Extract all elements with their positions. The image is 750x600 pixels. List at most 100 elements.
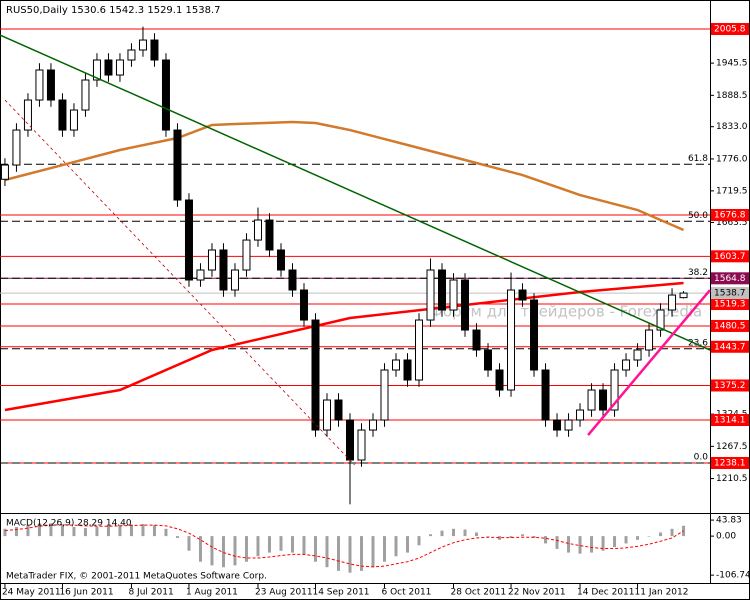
macd-bar xyxy=(60,525,64,537)
candle-body xyxy=(645,329,654,351)
macd-bar xyxy=(198,536,202,562)
candle-body xyxy=(679,292,688,299)
candle-body xyxy=(461,279,470,331)
x-tick-label: 23 Aug 2011 xyxy=(255,588,313,598)
level-box xyxy=(711,272,749,285)
macd-bar xyxy=(521,534,525,537)
candle-body xyxy=(127,49,136,61)
x-tick-label: 22 Nov 2011 xyxy=(508,588,566,598)
candle-body xyxy=(334,399,343,421)
candle-body xyxy=(668,294,677,311)
candle-body xyxy=(92,59,101,81)
candle-body xyxy=(0,164,9,180)
candle-body xyxy=(207,249,216,271)
x-tick-label: 16 Jun 2011 xyxy=(59,588,113,598)
candle-body xyxy=(115,59,124,76)
candle-body xyxy=(518,289,527,301)
y-tick-label: 1833.0 xyxy=(716,122,748,132)
candle-body xyxy=(69,109,78,131)
macd-bar xyxy=(590,536,594,553)
macd-bar xyxy=(244,536,248,562)
macd-panel xyxy=(3,523,686,573)
macd-bar xyxy=(371,536,375,568)
level-label: 1375.2 xyxy=(714,381,746,391)
macd-bar xyxy=(233,536,237,566)
candle-body xyxy=(219,249,228,291)
candle-body xyxy=(426,269,435,321)
level-box xyxy=(711,298,749,311)
candle-body xyxy=(564,419,573,431)
candle-body xyxy=(23,99,32,131)
macd-bar xyxy=(463,529,467,537)
level-label: 2005.8 xyxy=(714,25,746,35)
candle-body xyxy=(58,99,67,131)
candle-body xyxy=(507,289,516,391)
candle-body xyxy=(415,319,424,381)
macd-bar xyxy=(670,528,674,537)
y-tick-label: 1663.5 xyxy=(716,218,748,228)
macd-bar xyxy=(164,528,168,537)
level-label: 1443.7 xyxy=(714,342,746,352)
candle-body xyxy=(184,199,193,281)
macd-tick-label: -106.74 xyxy=(716,571,750,581)
candle-body xyxy=(392,359,401,371)
macd-bar xyxy=(175,536,179,538)
candle-body xyxy=(541,369,550,421)
y-tick-label: 1776.0 xyxy=(716,154,748,164)
level-label: 1676.8 xyxy=(714,210,746,220)
macd-bar xyxy=(406,536,410,553)
macd-bar xyxy=(302,536,306,555)
candle-body xyxy=(161,59,170,131)
current-price-box xyxy=(711,287,749,300)
x-tick-label: 14 Sep 2011 xyxy=(312,588,369,598)
level-box xyxy=(711,379,749,392)
x-tick-label: 6 Oct 2011 xyxy=(382,588,432,598)
macd-bar xyxy=(152,525,156,537)
current-price-label: 1538.7 xyxy=(714,289,746,299)
macd-bar xyxy=(95,526,99,537)
candle-body xyxy=(484,349,493,371)
macd-bar xyxy=(290,536,294,553)
level-label: 1564.8 xyxy=(714,274,746,284)
candle-body xyxy=(553,419,562,431)
macd-bar xyxy=(440,530,444,537)
y-tick-label: 1888.5 xyxy=(716,91,748,101)
macd-bar xyxy=(498,536,502,540)
candle-body xyxy=(104,59,113,76)
candle-body xyxy=(438,269,447,311)
candle-body xyxy=(495,369,504,391)
macd-bar xyxy=(106,525,110,537)
fib-label: 0.0 xyxy=(694,452,709,462)
level-label: 1314.1 xyxy=(714,416,746,426)
candle-body xyxy=(633,349,642,361)
level-label: 1603.7 xyxy=(714,252,746,262)
macd-bar xyxy=(578,536,582,554)
y-tick-label: 1719.5 xyxy=(716,186,748,196)
macd-bar xyxy=(256,536,260,557)
macd-bar xyxy=(452,528,456,537)
candle-body xyxy=(403,359,412,381)
level-label: 1519.3 xyxy=(714,300,746,310)
candle-body xyxy=(81,79,90,111)
macd-tick-label: 43.83 xyxy=(716,516,742,526)
candle-body xyxy=(472,329,481,351)
macd-bar xyxy=(613,536,617,548)
macd-title: MACD(12,26,9) 28.29 14.40 xyxy=(6,519,132,529)
candle-body xyxy=(449,279,458,311)
x-tick-label: 1 Aug 2011 xyxy=(186,588,238,598)
macd-bar xyxy=(659,532,663,537)
candle-body xyxy=(369,419,378,431)
candle-body xyxy=(173,129,182,201)
macd-bar xyxy=(118,525,122,537)
level-label: 1238.1 xyxy=(714,458,746,468)
chart-title: RUS50,Daily 1530.6 1542.3 1529.1 1538.7 xyxy=(6,5,221,16)
macd-bar xyxy=(624,536,628,544)
candle-body xyxy=(299,289,308,321)
x-tick-label: 28 Oct 2011 xyxy=(451,588,507,598)
macd-bar xyxy=(383,536,387,562)
candle-body xyxy=(242,239,251,271)
level-box xyxy=(711,319,749,332)
macd-bar xyxy=(544,536,548,544)
